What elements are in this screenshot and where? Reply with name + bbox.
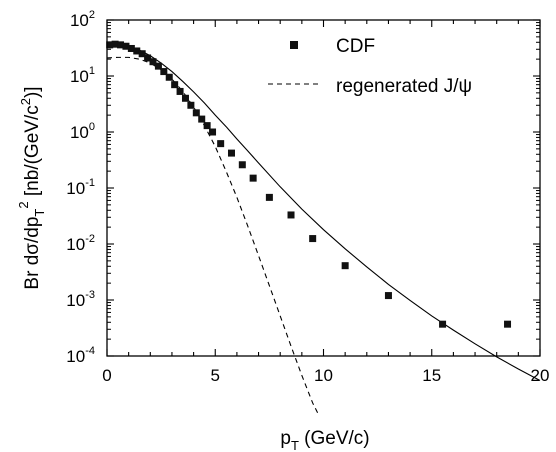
- y-tick-exponent: -2: [85, 233, 95, 245]
- data-point-cdf: [309, 235, 317, 243]
- x-axis-title-main: p: [280, 428, 291, 449]
- data-point-cdf: [160, 68, 168, 76]
- y-tick-base: 10: [66, 235, 85, 254]
- y-tick-exponent: 0: [89, 121, 95, 133]
- data-point-cdf: [384, 292, 392, 300]
- y-tick-exponent: 1: [89, 65, 95, 77]
- y-tick-label: 100: [70, 121, 95, 142]
- y-axis-title-sup: 2: [16, 201, 31, 208]
- series-line-fit: [106, 43, 541, 381]
- y-tick-base: 10: [66, 291, 85, 310]
- y-axis-title-sub: T: [32, 209, 47, 217]
- y-axis-title: Br dσ/dpT2 [nb/(GeV/c2)]: [16, 86, 47, 289]
- y-tick-label: 10-1: [66, 177, 95, 198]
- data-point-cdf: [149, 58, 157, 66]
- y-tick-label: 10-4: [66, 345, 95, 366]
- y-tick-base: 10: [70, 67, 89, 86]
- data-point-cdf: [287, 211, 295, 219]
- y-tick-exponent: -1: [85, 177, 95, 189]
- y-tick-base: 10: [70, 123, 89, 142]
- y-axis-title-part3: )]: [22, 86, 43, 98]
- y-tick-exponent: -3: [85, 289, 95, 301]
- y-tick-label: 10-2: [66, 233, 95, 254]
- data-point-cdf: [117, 41, 125, 49]
- series-line-regenerated: [106, 56, 320, 417]
- data-point-cdf: [504, 320, 512, 328]
- y-tick-base: 10: [66, 347, 85, 366]
- x-axis-title-sub: T: [291, 438, 299, 452]
- data-point-cdf: [144, 54, 152, 62]
- plot-area: [106, 40, 541, 417]
- x-tick-label: 20: [531, 366, 550, 385]
- y-axis-title-sup2: 2: [18, 98, 33, 105]
- data-point-cdf: [203, 122, 211, 130]
- data-point-cdf: [217, 140, 225, 148]
- x-axis-title-rest: (GeV/c): [299, 428, 370, 449]
- data-point-cdf: [198, 115, 206, 123]
- plot-frame: [106, 19, 541, 357]
- data-point-cdf: [192, 109, 200, 117]
- data-point-cdf: [122, 42, 130, 50]
- y-tick-base: 10: [66, 179, 85, 198]
- data-point-cdf: [265, 193, 273, 201]
- data-point-cdf: [187, 101, 195, 109]
- data-point-cdf: [133, 47, 141, 55]
- y-tick-exponent: 2: [89, 9, 95, 21]
- y-tick-base: 10: [70, 11, 89, 30]
- data-point-cdf: [176, 87, 184, 95]
- y-tick-label: 101: [70, 65, 95, 86]
- data-point-cdf: [138, 50, 146, 58]
- y-axis-title-part2: [nb/(GeV/c: [22, 105, 43, 201]
- y-tick-exponent: -4: [85, 345, 95, 357]
- data-point-cdf: [165, 73, 173, 81]
- y-tick-label: 10-3: [66, 289, 95, 310]
- x-tick-label: 0: [102, 366, 111, 385]
- legend: CDF regenerated J/ψ: [268, 36, 472, 97]
- x-tick-label: 10: [314, 366, 333, 385]
- data-point-cdf: [106, 41, 114, 49]
- data-point-cdf: [341, 262, 349, 270]
- data-point-cdf: [181, 94, 189, 102]
- x-axis-tick-labels: 0 5 10 15 20: [102, 366, 549, 385]
- data-point-cdf: [111, 40, 119, 48]
- y-tick-label: 102: [70, 9, 95, 30]
- data-point-cdf: [171, 81, 179, 89]
- data-point-cdf: [249, 174, 257, 182]
- x-tick-label: 15: [422, 366, 441, 385]
- axis-ticks: [106, 19, 541, 357]
- x-axis-title: pT (GeV/c): [280, 428, 369, 452]
- legend-marker-cdf: [290, 41, 298, 49]
- data-point-cdf: [209, 128, 217, 136]
- data-point-cdf: [439, 320, 447, 328]
- data-point-cdf: [238, 161, 246, 169]
- legend-label-regenerated: regenerated J/ψ: [336, 76, 472, 97]
- legend-label-cdf: CDF: [336, 36, 375, 57]
- data-point-cdf: [127, 44, 135, 52]
- y-axis-title-part1: Br dσ/dp: [22, 217, 43, 290]
- data-point-cdf: [154, 62, 162, 70]
- data-point-cdf: [227, 149, 235, 157]
- x-tick-label: 5: [211, 366, 220, 385]
